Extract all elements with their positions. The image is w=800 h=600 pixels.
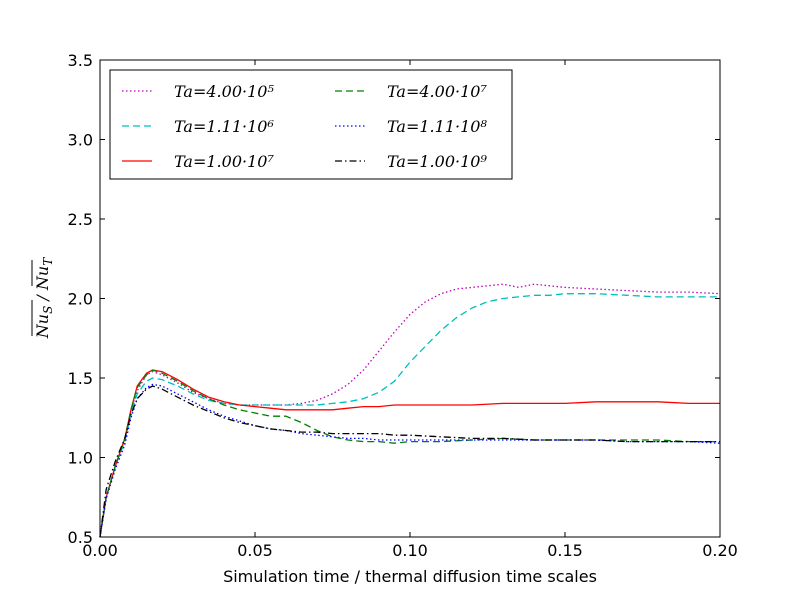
legend-label: Ta=1.11·10⁶ <box>174 117 274 136</box>
series-layer <box>99 283 721 538</box>
legend-label: Ta=4.00·10⁵ <box>174 82 274 101</box>
legend-label: Ta=4.00·10⁷ <box>387 82 487 101</box>
y-tick-label: 3.5 <box>68 51 93 70</box>
x-tick-label: 0.05 <box>237 541 273 560</box>
legend-label: Ta=1.00·10⁹ <box>387 152 487 171</box>
legend: Ta=4.00·10⁵ Ta=1.11·10⁶ Ta=1.00·10⁷ Ta=4.00… <box>109 69 513 180</box>
series-line-2 <box>99 293 720 538</box>
series-line-5 <box>99 383 721 538</box>
series-line-3 <box>99 369 720 538</box>
legend-label: Ta=1.11·10⁸ <box>387 117 487 136</box>
series-line-4 <box>99 369 720 538</box>
y-tick-label: 1.5 <box>68 369 93 388</box>
svg-text:NuS / NuT: NuS / NuT <box>33 257 55 339</box>
legend-box <box>109 69 513 180</box>
y-tick-label: 0.5 <box>68 528 93 547</box>
x-tick-label: 0.00 <box>82 541 118 560</box>
x-tick-label: 0.20 <box>702 541 738 560</box>
x-axis-title: Simulation time / thermal diffusion time… <box>223 567 597 586</box>
y-axis-title: NuS / NuT <box>31 257 55 339</box>
ticks-layer: 0.00 0.05 0.10 0.15 0.20 0.5 1.0 1.5 2.0 2.5 3.0 3.… <box>68 51 738 560</box>
y-tick-label: 1.0 <box>68 449 93 468</box>
y-tick-label: 2.0 <box>68 290 93 309</box>
series-line-1 <box>99 283 721 538</box>
x-tick-label: 0.15 <box>547 541 583 560</box>
x-tick-label: 0.10 <box>392 541 428 560</box>
y-tick-label: 3.0 <box>68 131 93 150</box>
legend-label: Ta=1.00·10⁷ <box>174 152 274 171</box>
y-tick-label: 2.5 <box>68 210 93 229</box>
series-line-6 <box>99 385 720 538</box>
